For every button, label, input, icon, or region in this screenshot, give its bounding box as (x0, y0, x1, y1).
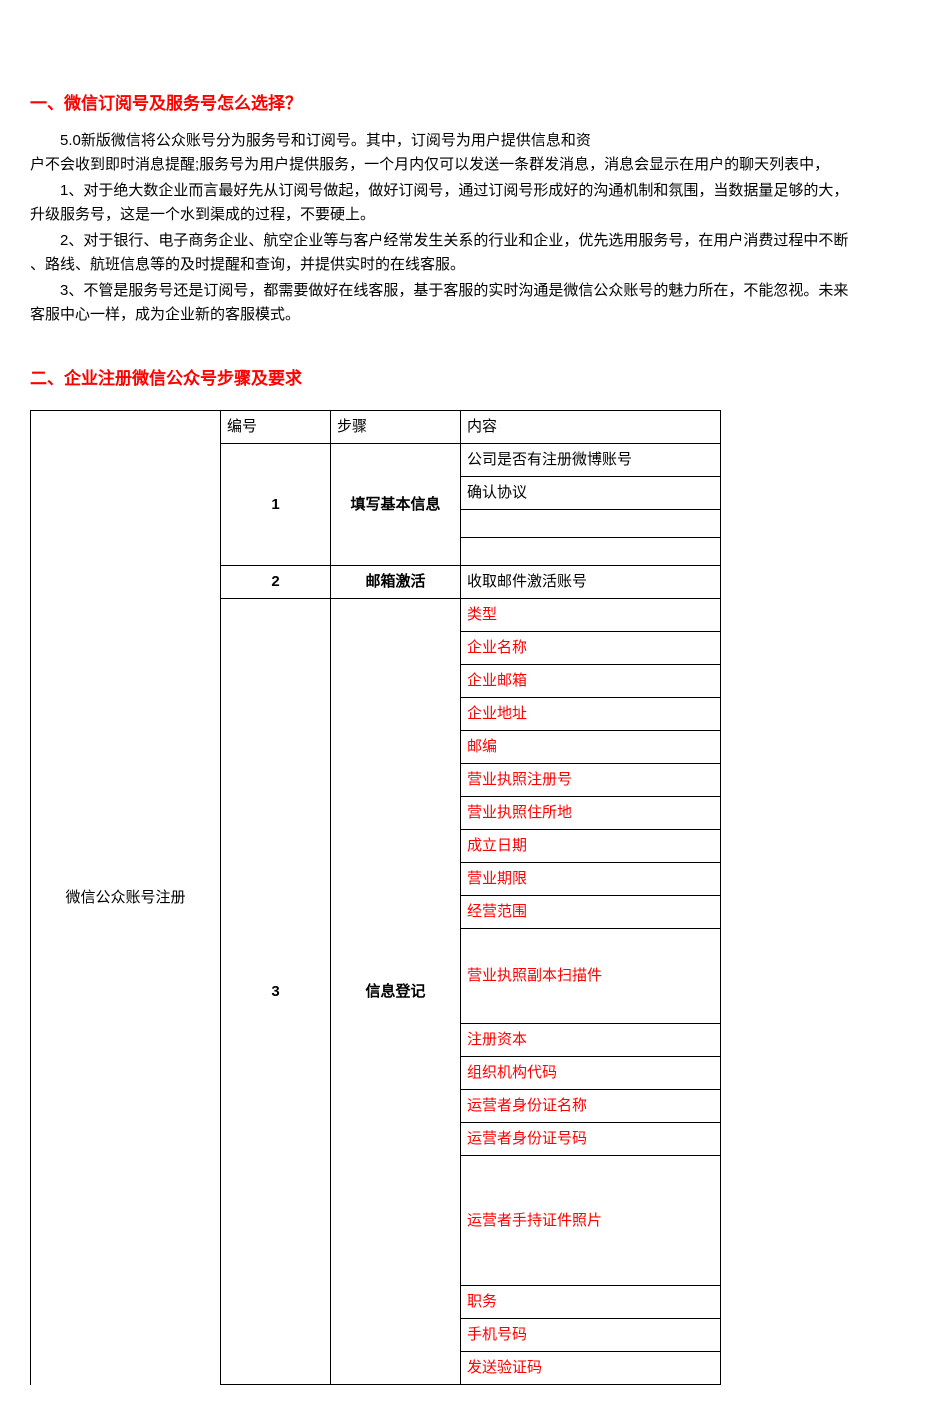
step3-r2: 企业名称 (461, 632, 721, 665)
step3-r11: 营业执照副本扫描件 (461, 929, 721, 1024)
steps-table: 微信公众账号注册 编号 步骤 内容 1 填写基本信息 公司是否有注册微博账号 确… (30, 410, 721, 1385)
step3-r16: 运营者手持证件照片 (461, 1156, 721, 1286)
p4-line2: 客服中心一样，成为企业新的客服模式。 (30, 303, 915, 327)
paragraph-4: 3、不管是服务号还是订阅号，都需要做好在线客服，基于客服的实时沟通是微信公众账号… (30, 279, 915, 327)
header-num: 编号 (221, 411, 331, 444)
step3-label: 信息登记 (331, 599, 461, 1385)
p3-line2: 、路线、航班信息等的及时提醒和查询，并提供实时的在线客服。 (30, 253, 915, 277)
step3-r19: 发送验证码 (461, 1352, 721, 1385)
p1-line1: 5.0新版微信将公众账号分为服务号和订阅号。其中，订阅号为用户提供信息和资 (30, 129, 915, 153)
section-1: 一、微信订阅号及服务号怎么选择？ 5.0新版微信将公众账号分为服务号和订阅号。其… (30, 90, 915, 327)
step3-r6: 营业执照注册号 (461, 764, 721, 797)
step3-r12: 注册资本 (461, 1024, 721, 1057)
p1-line2: 户不会收到即时消息提醒;服务号为用户提供服务，一个月内仅可以发送一条群发消息，消… (30, 153, 915, 177)
p3-line1: 2、对于银行、电子商务企业、航空企业等与客户经常发生关系的行业和企业，优先选用服… (30, 229, 915, 253)
step1-r4 (461, 538, 721, 566)
header-content: 内容 (461, 411, 721, 444)
step3-r5: 邮编 (461, 731, 721, 764)
step3-r9: 营业期限 (461, 863, 721, 896)
step2-num: 2 (221, 566, 331, 599)
step3-r4: 企业地址 (461, 698, 721, 731)
step2-r1: 收取邮件激活账号 (461, 566, 721, 599)
paragraph-2: 1、对于绝大数企业而言最好先从订阅号做起，做好订阅号，通过订阅号形成好的沟通机制… (30, 179, 915, 227)
step3-r8: 成立日期 (461, 830, 721, 863)
step3-r7: 营业执照住所地 (461, 797, 721, 830)
category-cell: 微信公众账号注册 (31, 411, 221, 1385)
step3-r10: 经营范围 (461, 896, 721, 929)
p2-line2: 升级服务号，这是一个水到渠成的过程，不要硬上。 (30, 203, 915, 227)
section-1-title: 一、微信订阅号及服务号怎么选择？ (30, 90, 915, 117)
step3-r14: 运营者身份证名称 (461, 1090, 721, 1123)
step3-r17: 职务 (461, 1286, 721, 1319)
step3-r15: 运营者身份证号码 (461, 1123, 721, 1156)
step1-num: 1 (221, 444, 331, 566)
step3-r13: 组织机构代码 (461, 1057, 721, 1090)
step3-r18: 手机号码 (461, 1319, 721, 1352)
step3-r1: 类型 (461, 599, 721, 632)
table-header-row: 微信公众账号注册 编号 步骤 内容 (31, 411, 721, 444)
step1-r1: 公司是否有注册微博账号 (461, 444, 721, 477)
p4-line1: 3、不管是服务号还是订阅号，都需要做好在线客服，基于客服的实时沟通是微信公众账号… (30, 279, 915, 303)
paragraph-3: 2、对于银行、电子商务企业、航空企业等与客户经常发生关系的行业和企业，优先选用服… (30, 229, 915, 277)
step1-r3 (461, 510, 721, 538)
step2-label: 邮箱激活 (331, 566, 461, 599)
step3-num: 3 (221, 599, 331, 1385)
section-2: 二、企业注册微信公众号步骤及要求 微信公众账号注册 编号 步骤 内容 1 填写基… (30, 365, 915, 1385)
p2-line1: 1、对于绝大数企业而言最好先从订阅号做起，做好订阅号，通过订阅号形成好的沟通机制… (30, 179, 915, 203)
step1-r2: 确认协议 (461, 477, 721, 510)
step3-r3: 企业邮箱 (461, 665, 721, 698)
section-2-title: 二、企业注册微信公众号步骤及要求 (30, 365, 915, 392)
header-step: 步骤 (331, 411, 461, 444)
step1-label: 填写基本信息 (331, 444, 461, 566)
paragraph-1: 5.0新版微信将公众账号分为服务号和订阅号。其中，订阅号为用户提供信息和资 户不… (30, 129, 915, 177)
